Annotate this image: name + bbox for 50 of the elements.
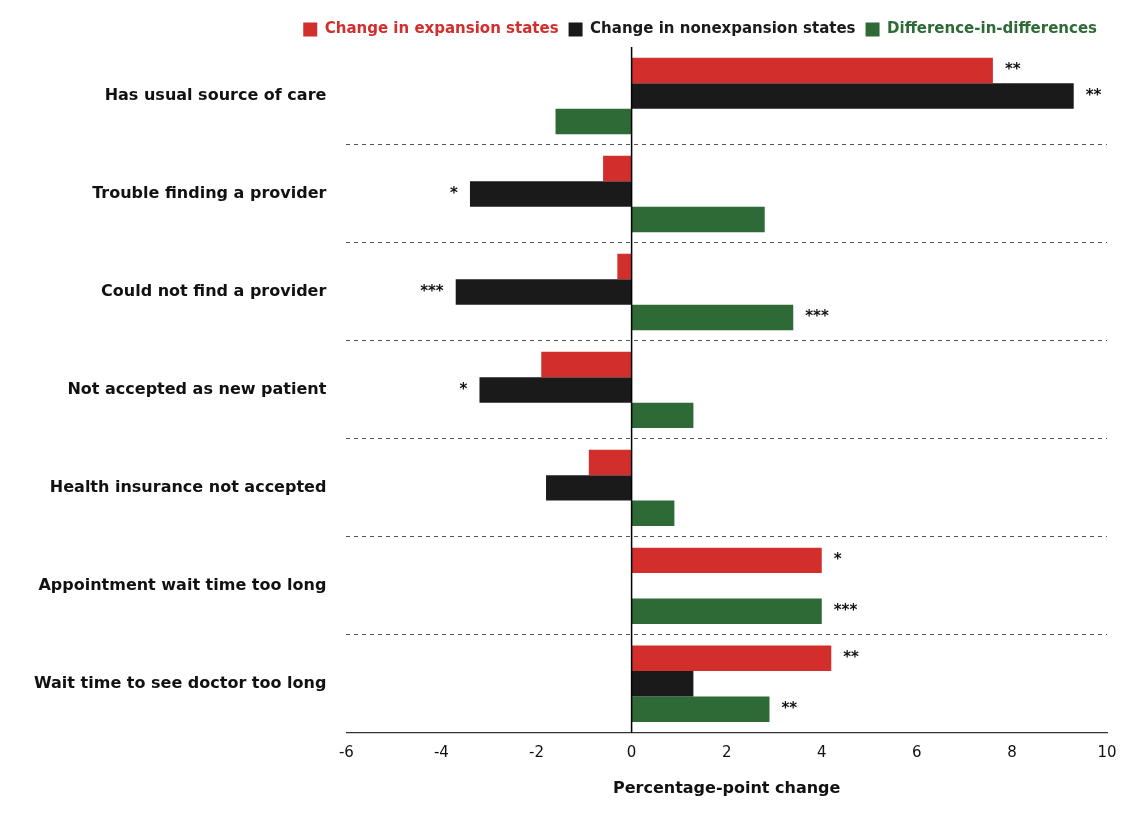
y-tick-label: Health insurance not accepted xyxy=(49,477,327,497)
bar xyxy=(546,475,632,501)
data-label: ** xyxy=(781,699,798,718)
data-label: *** xyxy=(805,307,829,326)
data-label: *** xyxy=(833,601,858,620)
bar xyxy=(631,696,770,723)
bar xyxy=(617,253,632,280)
bar xyxy=(469,181,632,207)
x-tick-label: -2 xyxy=(529,742,545,761)
bar xyxy=(631,645,832,672)
y-tick-label: Could not find a provider xyxy=(101,281,327,301)
x-tick-label: 10 xyxy=(1097,742,1117,761)
data-label: * xyxy=(833,550,842,569)
y-tick-label: Appointment wait time too long xyxy=(38,575,327,594)
bar xyxy=(541,351,632,378)
bar xyxy=(631,83,1074,109)
x-tick-label: 4 xyxy=(816,742,827,761)
legend-label: Change in expansion states xyxy=(324,19,559,38)
bar xyxy=(631,304,794,331)
data-label: *** xyxy=(420,281,444,300)
bar xyxy=(631,598,822,625)
x-tick-label: 2 xyxy=(721,742,732,761)
x-tick-label: 8 xyxy=(1007,742,1017,761)
data-label: ** xyxy=(843,648,860,667)
legend-label: Difference-in-differences xyxy=(887,19,1098,38)
y-tick-label: Wait time to see doctor too long xyxy=(33,672,327,692)
data-label: * xyxy=(450,183,459,202)
x-tick-label: -4 xyxy=(433,742,449,761)
y-tick-label: Not accepted as new patient xyxy=(67,379,327,399)
x-axis-title: Percentage-point change xyxy=(612,777,841,797)
y-tick-label: Has usual source of care xyxy=(104,85,327,105)
bar xyxy=(555,108,632,135)
bar xyxy=(479,377,632,403)
bar xyxy=(631,500,675,527)
bar xyxy=(631,57,993,84)
data-label: * xyxy=(459,379,468,398)
bar xyxy=(631,206,765,233)
bar xyxy=(455,279,632,305)
x-tick-label: 6 xyxy=(912,742,922,761)
bar xyxy=(603,155,632,182)
data-label: ** xyxy=(1004,60,1021,79)
bar xyxy=(631,547,822,574)
x-tick-label: -6 xyxy=(338,742,354,761)
data-label: ** xyxy=(1085,85,1102,104)
bar xyxy=(588,449,632,476)
bar xyxy=(631,671,694,697)
legend-label: Change in nonexpansion states xyxy=(590,19,856,38)
y-tick-label: Trouble finding a provider xyxy=(92,183,327,203)
x-tick-label: 0 xyxy=(626,742,637,761)
bar xyxy=(631,402,694,429)
